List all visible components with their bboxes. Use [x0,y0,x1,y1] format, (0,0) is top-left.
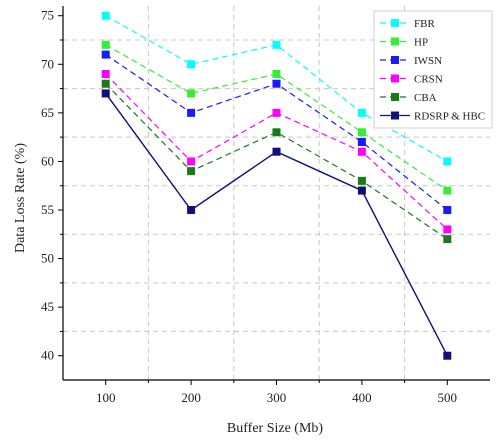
data-point [443,235,452,244]
legend-label: RDSRP & HBC [414,111,485,123]
data-point [443,157,452,166]
y-tick-label: 65 [41,105,54,120]
y-axis-title: Data Loss Rate (%) [13,143,28,253]
legend-label: IWSN [414,55,442,67]
data-point [443,206,452,214]
data-point [357,176,366,185]
data-point [357,138,366,146]
x-tick-label: 300 [267,390,287,405]
data-point [187,157,196,166]
y-tick-label: 45 [41,299,54,314]
data-point [187,89,196,98]
x-tick-label: 100 [96,390,116,405]
y-tick-label: 60 [41,153,54,168]
data-point [272,40,281,49]
data-point [101,11,110,20]
y-tick-label: 70 [41,56,54,71]
y-tick-label: 50 [41,251,54,266]
legend-label: FBR [414,18,435,30]
x-axis-title: Buffer Size (Mb) [227,421,323,436]
y-tick-label: 40 [41,348,54,363]
data-point [357,128,366,137]
data-point [187,206,196,214]
data-point [187,60,196,69]
data-point [272,70,281,78]
data-point [101,40,110,49]
data-point [272,147,281,156]
ticks: 100 200 300 400 500 40 45 50 55 60 65 70 75 [41,8,457,405]
data-point [101,89,110,98]
data-point [187,108,196,117]
data-point [443,186,452,195]
data-point [357,186,366,195]
data-point [272,108,281,117]
legend-box [373,10,493,129]
legend-marker [391,37,399,46]
y-tick-label: 55 [41,202,54,217]
data-point [443,351,452,360]
data-point [443,225,452,234]
series-line [105,83,448,240]
series-markers [101,11,452,360]
x-tick-label: 500 [438,390,458,405]
x-tick-label: 400 [352,390,372,405]
data-point [101,79,110,88]
data-point [187,167,196,176]
legend: FBR HP IWSN CRSN CBA RDSRP & HBC [373,10,493,129]
legend-label: CRSN [414,74,443,86]
data-point [357,147,366,156]
legend-label: HP [414,37,428,49]
legend-marker [391,111,399,120]
data-point [272,79,281,88]
y-tick-label: 75 [41,8,54,23]
x-tick-label: 200 [181,390,201,405]
data-point [272,128,281,137]
legend-marker [391,19,399,27]
legend-marker [391,93,399,101]
data-point [101,70,110,78]
data-point [357,108,366,117]
data-point [101,50,110,59]
legend-marker [391,56,399,64]
legend-label: CBA [414,92,437,104]
legend-marker [391,74,399,83]
